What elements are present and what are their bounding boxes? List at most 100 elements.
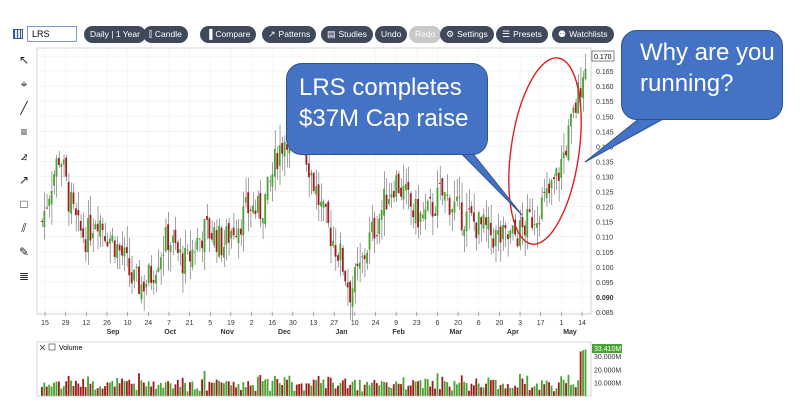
volume-bar xyxy=(460,375,463,396)
candle-body xyxy=(582,77,584,99)
symbol-input[interactable] xyxy=(27,26,77,42)
candle-body xyxy=(264,193,267,225)
month-label: Sep xyxy=(107,329,120,336)
candle-body xyxy=(128,258,131,276)
candle-body xyxy=(84,239,87,252)
candle-body xyxy=(511,225,514,234)
pen-icon[interactable]: ✎ xyxy=(18,245,30,259)
candle-body xyxy=(351,288,354,307)
fan-icon[interactable]: ⦨ xyxy=(20,149,28,163)
price-tick-label: 0.115 xyxy=(596,220,613,227)
volume-bar xyxy=(91,381,94,396)
candle-body xyxy=(145,283,148,288)
watchlists-button[interactable]: ⚉ Watchlists xyxy=(552,26,614,43)
rectangle-icon[interactable]: □ xyxy=(20,197,28,211)
volume-bar xyxy=(557,382,560,396)
candle-body xyxy=(463,229,466,237)
candle-body xyxy=(487,217,490,230)
candle-body xyxy=(543,191,546,193)
month-label: Mar xyxy=(450,329,463,336)
price-tick-label: 0.100 xyxy=(596,265,614,272)
hline-icon[interactable]: ≡ xyxy=(20,125,28,139)
symbol-table-icon[interactable] xyxy=(13,29,23,39)
candle-body xyxy=(579,88,582,98)
volume-bar xyxy=(140,380,143,396)
candle-body xyxy=(312,172,315,191)
candle-body xyxy=(460,202,463,231)
volume-bar xyxy=(206,390,208,396)
studies-button[interactable]: ▤ Studies xyxy=(321,26,373,43)
date-tick-label: 30 xyxy=(289,320,297,327)
candle-body xyxy=(363,255,366,260)
candle-body xyxy=(441,178,444,196)
candle-body xyxy=(239,228,242,235)
volume-bar xyxy=(244,387,247,396)
candle-body xyxy=(186,249,189,251)
annotation-left-line2: $37M Cap raise xyxy=(299,105,469,132)
candle-body xyxy=(468,208,470,210)
month-label: Feb xyxy=(392,329,404,336)
undo-button[interactable]: Undo xyxy=(375,26,408,43)
volume-bar xyxy=(225,381,228,396)
volume-bar xyxy=(438,389,441,396)
volume-bar xyxy=(555,388,558,396)
channel-icon[interactable]: ⫽ xyxy=(21,221,27,235)
settings-button[interactable]: ⚙ Settings xyxy=(440,26,494,43)
candle-body xyxy=(516,238,519,247)
annotation-left-line1: LRS completes xyxy=(299,74,462,101)
candle-body xyxy=(235,235,237,237)
volume-bar xyxy=(111,380,114,396)
candle-body xyxy=(307,163,310,178)
presets-button[interactable]: ☰ Presets xyxy=(496,26,548,43)
volume-bar xyxy=(108,382,111,396)
arrow-icon[interactable]: ↗ xyxy=(18,173,30,187)
volume-bar xyxy=(150,386,153,396)
text-icon[interactable]: ≣ xyxy=(18,269,30,283)
candle-body xyxy=(482,214,485,229)
line-icon[interactable]: ╱ xyxy=(20,101,28,115)
patterns-button[interactable]: ↗ Patterns xyxy=(262,26,317,43)
redo-button[interactable]: Redo xyxy=(409,26,442,43)
candle-body xyxy=(475,222,478,239)
volume-bar xyxy=(458,382,461,396)
candle-body xyxy=(125,247,128,254)
date-tick-label: 5 xyxy=(208,320,212,327)
chart-toolbar: Daily | 1 Year ⫿Candle ▐Compare ↗Pattern… xyxy=(0,24,800,46)
volume-bar xyxy=(545,380,548,396)
volume-bar xyxy=(256,376,259,396)
price-tick-label: 0.085 xyxy=(596,310,614,317)
date-axis: 15 29 12 26 10 24 7 21 5 19 2 16 30 13 27 10 24 9 23 6 20 6 20… xyxy=(41,312,586,336)
candle-body xyxy=(101,223,104,230)
candle-body xyxy=(142,281,145,292)
volume-bar xyxy=(169,383,172,396)
month-label: Oct xyxy=(164,329,176,336)
volume-bar xyxy=(346,388,349,396)
timeframe-button[interactable]: Daily | 1 Year xyxy=(84,26,146,43)
candle-body xyxy=(572,107,575,113)
cursor-icon[interactable]: ↖ xyxy=(18,53,30,67)
candle-body xyxy=(371,221,373,233)
candle-body xyxy=(577,82,580,114)
candle-button[interactable]: ⫿ Candle xyxy=(143,26,188,43)
volume-bar xyxy=(485,383,487,396)
volume-bar xyxy=(48,384,51,396)
gear-icon: ⚙ xyxy=(446,29,455,39)
annotation-right-line2: running? xyxy=(640,70,734,97)
compare-button[interactable]: ▐ Compare xyxy=(200,26,257,43)
crosshair-icon[interactable]: ⌖ xyxy=(20,77,28,91)
volume-bar xyxy=(121,378,123,396)
candle-body xyxy=(150,265,153,283)
watchlists-label: Watchlists xyxy=(569,29,608,39)
candle-body xyxy=(358,262,361,269)
candle-body xyxy=(225,226,228,245)
date-tick-label: 6 xyxy=(435,320,439,327)
candle-body xyxy=(531,217,534,228)
candle-body xyxy=(252,205,254,213)
candle-body xyxy=(159,257,162,270)
date-tick-label: 20 xyxy=(495,320,503,327)
volume-bar xyxy=(106,382,109,396)
candle-body xyxy=(446,194,449,196)
candle-body xyxy=(320,201,322,207)
candle-body xyxy=(242,206,245,236)
candle-body xyxy=(424,209,427,220)
